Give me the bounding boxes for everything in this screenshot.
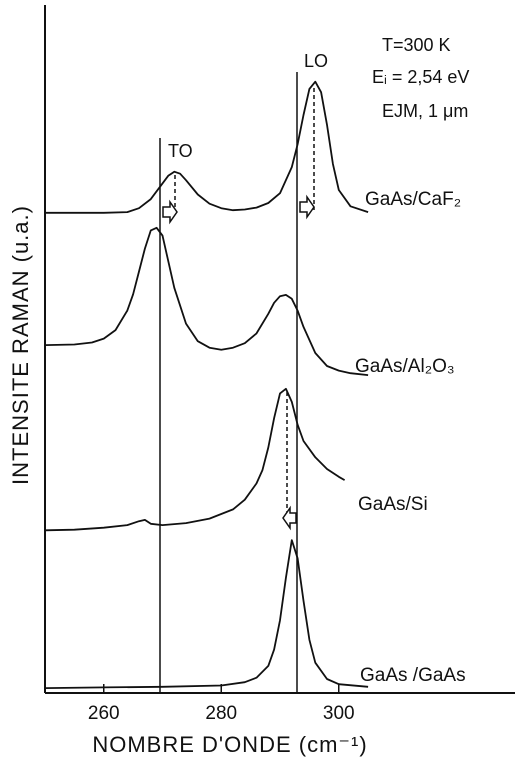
annotation: EJM, 1 μm — [382, 101, 468, 121]
spectrum-line — [44, 387, 346, 532]
annotation: LO — [304, 51, 328, 71]
x-tick-label: 280 — [205, 703, 237, 724]
spectrum-line — [44, 226, 369, 376]
x-tick-label: 260 — [88, 703, 120, 724]
series-label: GaAs/Si — [358, 494, 428, 515]
x-tick-label: 300 — [323, 703, 355, 724]
series-label: GaAs/Al₂O₃ — [355, 356, 455, 377]
x-axis-label: NOMBRE D'ONDE (cm⁻¹) — [92, 732, 367, 757]
annotation: T=300 K — [382, 35, 451, 55]
shift-arrow — [299, 194, 315, 220]
shift-arrow — [162, 199, 178, 225]
shift-arrow — [282, 505, 297, 531]
y-axis-label: INTENSITE RAMAN (u.a.) — [8, 205, 33, 485]
annotation: Eᵢ = 2,54 eV — [372, 67, 469, 87]
spectrum-line — [44, 539, 369, 689]
annotation: TO — [168, 141, 193, 161]
spectrum-line — [45, 80, 369, 214]
series-label: GaAs /GaAs — [360, 665, 466, 686]
series-label: GaAs/CaF₂ — [365, 189, 461, 210]
